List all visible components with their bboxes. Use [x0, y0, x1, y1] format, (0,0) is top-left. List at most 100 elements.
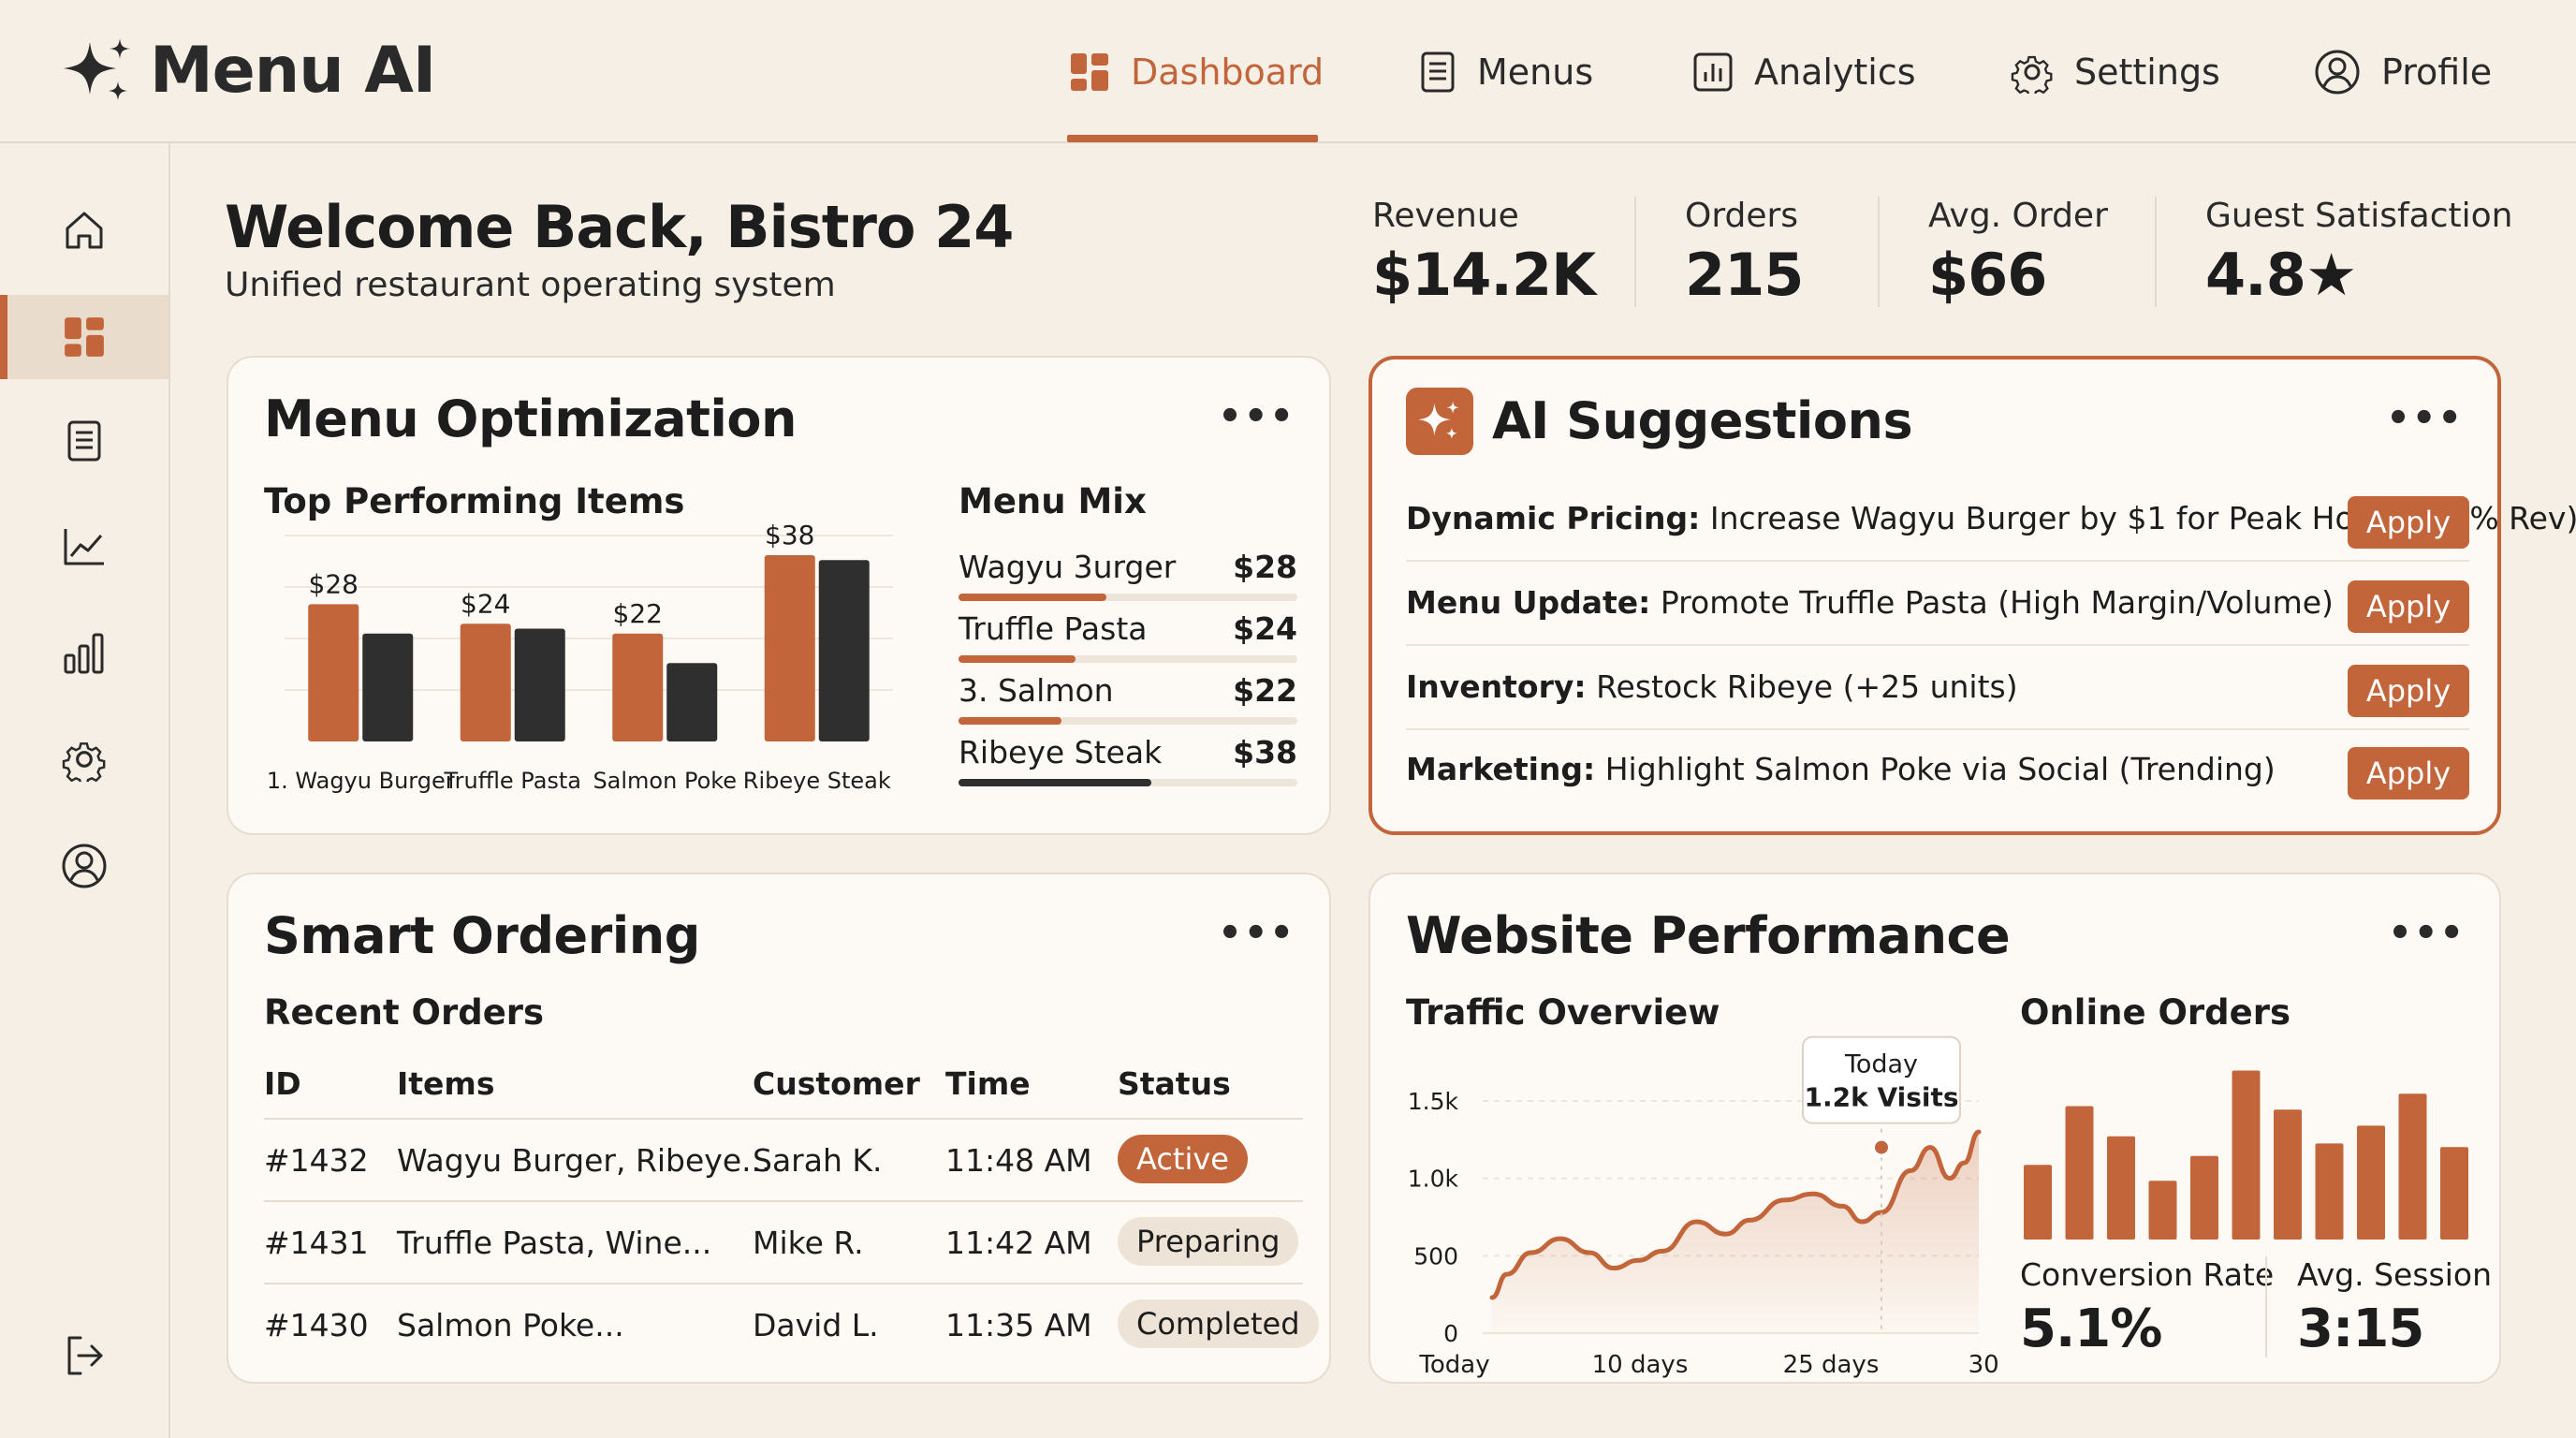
bar	[666, 663, 718, 741]
sidebar-item-trends[interactable]	[0, 505, 168, 589]
stat-avg-order: Avg. Order $66	[1928, 197, 2108, 309]
status-badge: Completed	[1118, 1299, 1319, 1348]
user-circle-icon	[2314, 49, 2361, 95]
x-tick-label: Today	[1418, 1351, 1489, 1379]
sidebar-item-settings[interactable]	[0, 717, 168, 801]
nav-menus-label: Menus	[1477, 51, 1594, 93]
sidebar-item-dashboard[interactable]	[0, 295, 168, 379]
sidebar-item-profile[interactable]	[0, 824, 168, 908]
sidebar-item-analytics[interactable]	[0, 611, 168, 696]
website-performance-card: Website Performance ••• Traffic Overview…	[1368, 873, 2501, 1384]
bar-chart-icon	[62, 631, 107, 676]
online-orders-bar	[2357, 1125, 2385, 1240]
x-tick-label: Salmon Poke	[593, 768, 737, 794]
document-icon	[66, 419, 103, 462]
more-options-button[interactable]: •••	[2386, 397, 2464, 440]
metric-value: 5.1%	[2020, 1299, 2162, 1359]
apply-button[interactable]: Apply	[2348, 580, 2469, 633]
home-icon	[63, 209, 106, 252]
apply-button[interactable]: Apply	[2348, 747, 2469, 800]
tooltip-title: Today	[1844, 1050, 1918, 1079]
tooltip-point[interactable]	[1871, 1137, 1892, 1158]
online-orders-bar	[2107, 1136, 2135, 1240]
bar	[514, 628, 565, 741]
column-header-id: ID	[264, 1065, 301, 1102]
y-tick-label: 500	[1413, 1242, 1458, 1269]
mix-track	[959, 594, 1297, 601]
nav-menus[interactable]: Menus	[1419, 0, 1593, 143]
suggestion-text: Marketing: Highlight Salmon Poke via Soc…	[1406, 751, 2276, 787]
sidebar	[0, 143, 170, 1438]
order-id[interactable]: #1431	[264, 1225, 369, 1261]
nav-settings[interactable]: Settings	[2011, 0, 2220, 143]
bar	[818, 560, 870, 741]
stat-label: Revenue	[1372, 197, 1519, 235]
more-options-button[interactable]: •••	[1218, 912, 1295, 955]
nav-analytics[interactable]: Analytics	[1692, 0, 1916, 143]
nav-profile[interactable]: Profile	[2314, 0, 2492, 143]
stat-divider	[2155, 197, 2157, 307]
online-orders-bar-chart	[2024, 1070, 2468, 1240]
stat-label: Avg. Order	[1928, 197, 2108, 235]
mix-track	[959, 717, 1297, 725]
metric-label: Conversion Rate	[2020, 1256, 2275, 1293]
tooltip-box	[1802, 1035, 1961, 1124]
more-options-button[interactable]: •••	[2388, 912, 2466, 955]
bar	[460, 624, 511, 741]
card-title: Menu Optimization	[264, 389, 797, 448]
column-header-status: Status	[1118, 1065, 1231, 1102]
suggestion-label: Dynamic Pricing:	[1406, 500, 1701, 536]
apply-button[interactable]: Apply	[2348, 496, 2469, 549]
bar-data-label: $38	[765, 520, 814, 550]
stat-orders: Orders 215	[1685, 197, 1804, 309]
x-tick-label: 1. Wagyu Burger	[267, 768, 455, 794]
mix-track	[959, 779, 1297, 786]
mix-fill	[959, 779, 1152, 786]
sidebar-item-home[interactable]	[0, 188, 168, 272]
order-items: Truffle Pasta, Wine...	[397, 1225, 712, 1261]
bar	[308, 604, 359, 741]
logout-icon	[62, 1333, 107, 1378]
online-orders-bar	[2274, 1109, 2302, 1240]
x-tick-label: Ribeye Steak	[743, 768, 891, 794]
bar	[764, 554, 815, 741]
mix-item-price: $28	[1233, 549, 1297, 585]
mix-fill	[959, 655, 1076, 663]
mix-item-price: $22	[1233, 672, 1297, 709]
table-divider	[264, 1283, 1303, 1284]
suggestion-row: Menu Update: Promote Truffle Pasta (High…	[1406, 564, 2469, 646]
nav-dashboard[interactable]: Dashboard	[1069, 0, 1324, 143]
order-customer: David L.	[753, 1307, 879, 1343]
active-tab-indicator	[1067, 135, 1318, 142]
order-id[interactable]: #1430	[264, 1307, 369, 1343]
nav-profile-label: Profile	[2381, 51, 2493, 93]
online-orders-bar	[2024, 1165, 2052, 1240]
order-time: 11:42 AM	[945, 1225, 1092, 1261]
column-header-items: Items	[397, 1065, 495, 1102]
mix-item-name: Truffle Pasta	[959, 610, 1148, 647]
stat-guest-satisfaction: Guest Satisfaction 4.8★	[2205, 197, 2512, 309]
user-circle-icon	[61, 843, 108, 889]
top-items-bar-chart: $28 1. Wagyu Burger $24 Truffle Pasta $22 Sal…	[267, 520, 893, 794]
nav-settings-label: Settings	[2074, 51, 2220, 93]
suggestion-label: Inventory:	[1406, 668, 1587, 705]
metric-label: Avg. Session	[2297, 1256, 2493, 1293]
sparkle-icon	[62, 35, 135, 108]
x-tick-label: 30 days	[1969, 1351, 2007, 1379]
sidebar-item-logout[interactable]	[0, 1313, 168, 1398]
top-items-title: Top Performing Items	[264, 481, 685, 521]
y-tick-label: 1.5k	[1408, 1088, 1459, 1115]
suggestion-detail: Promote Truffle Pasta (High Margin/Volum…	[1650, 584, 2334, 621]
sidebar-item-menus[interactable]	[0, 399, 168, 483]
brand[interactable]: Menu AI	[62, 34, 436, 108]
order-id[interactable]: #1432	[264, 1142, 369, 1179]
mix-track	[959, 655, 1297, 663]
more-options-button[interactable]: •••	[1218, 395, 1295, 438]
online-orders-bar	[2315, 1143, 2344, 1240]
traffic-overview-title: Traffic Overview	[1406, 992, 1720, 1033]
conversion-rate-metric: Conversion Rate 5.1%	[2020, 1256, 2274, 1359]
card-title: Website Performance	[1406, 906, 2011, 965]
card-title: AI Suggestions	[1492, 391, 1913, 450]
order-time: 11:48 AM	[945, 1142, 1092, 1179]
apply-button[interactable]: Apply	[2348, 665, 2469, 717]
